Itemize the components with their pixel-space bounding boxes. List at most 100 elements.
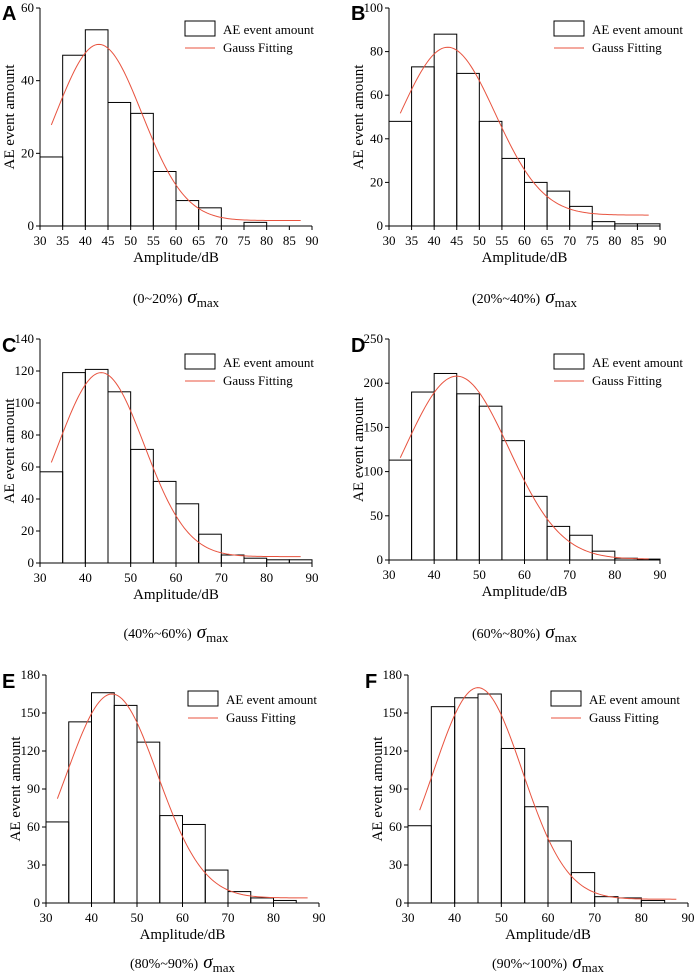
panel-a: A 0 20 40 60 30 35 40 45 50 55 60 65 70 75 80 85 90 Amplit… — [2, 0, 319, 310]
histogram-bar — [388, 459, 413, 561]
legend: AE event amount Gauss Fitting — [184, 353, 314, 388]
legend-label-histogram: AE event amount — [223, 22, 314, 37]
y-tick-label: 0 — [396, 895, 403, 910]
caption-sigma: σ — [197, 622, 207, 643]
x-tick-label: 30 — [383, 567, 396, 582]
y-tick-label: 120 — [21, 743, 41, 758]
histogram-bar — [456, 72, 480, 227]
histogram-bar — [288, 559, 313, 564]
x-tick-label: 45 — [102, 233, 115, 248]
y-tick-label: 250 — [364, 331, 384, 346]
y-tick-label: 30 — [27, 857, 40, 872]
caption-range: (80%~90%) — [130, 957, 199, 972]
histogram-bar — [546, 190, 571, 227]
x-tick-label: 90 — [682, 910, 695, 925]
histogram-bar — [411, 66, 435, 227]
y-tick-label: 90 — [27, 781, 40, 796]
legend-label-histogram: AE event amount — [592, 355, 683, 370]
histogram-bar — [524, 806, 549, 904]
histogram-bar — [107, 391, 132, 564]
x-tick-label: 60 — [518, 233, 531, 248]
legend-bar-swatch — [184, 20, 216, 37]
legend: AE event amount Gauss Fitting — [550, 690, 680, 725]
x-tick-label: 55 — [495, 233, 508, 248]
histogram-bar — [569, 534, 593, 561]
y-tick-label: 180 — [21, 667, 41, 682]
x-tick-label: 70 — [215, 233, 228, 248]
x-tick-label: 45 — [450, 233, 463, 248]
x-tick-label: 30 — [383, 233, 396, 248]
x-tick-label: 80 — [608, 233, 621, 248]
histogram-bar — [84, 368, 109, 564]
legend-bar-swatch — [553, 353, 585, 370]
y-axis-label: AE event amount — [2, 398, 18, 504]
y-tick-label: 0 — [28, 555, 35, 570]
y-tick-label: 40 — [21, 73, 34, 88]
legend-label-fit: Gauss Fitting — [226, 710, 296, 725]
panel-c: C 0 20 40 60 80 100 120 140 30 40 50 60 70 80 90 Amplitu… — [2, 331, 319, 645]
histogram-bar — [591, 221, 616, 227]
histogram-bar — [640, 899, 666, 904]
x-tick-label: 85 — [283, 233, 296, 248]
histogram-bar — [478, 120, 503, 227]
legend-label-fit: Gauss Fitting — [223, 40, 293, 55]
histogram-bar — [266, 559, 290, 564]
histogram-bar — [136, 741, 161, 904]
y-tick-label: 100 — [364, 0, 384, 15]
y-axis-label: AE event amount — [351, 64, 367, 170]
panel-letter: A — [2, 3, 16, 25]
y-tick-label: 0 — [28, 218, 35, 233]
x-tick-label: 80 — [635, 910, 648, 925]
histogram-bar — [407, 825, 432, 904]
y-tick-label: 150 — [383, 705, 403, 720]
y-tick-label: 40 — [21, 491, 34, 506]
histogram-bar — [113, 704, 138, 904]
histogram-bar — [39, 471, 64, 564]
histogram-bar — [636, 223, 661, 227]
panel-caption: (20%~40%) σmax — [472, 287, 577, 310]
x-tick-label: 80 — [260, 233, 273, 248]
gauss-fitting-curve — [399, 375, 649, 560]
legend-label-fit: Gauss Fitting — [592, 40, 662, 55]
panel-letter: F — [365, 671, 377, 693]
legend: AE event amount Gauss Fitting — [553, 353, 683, 388]
x-tick-label: 40 — [85, 910, 98, 925]
y-tick-label: 150 — [364, 419, 384, 434]
histogram-bar — [524, 495, 548, 561]
panel-caption: (60%~80%) σmax — [472, 622, 577, 645]
panel-caption: (90%~100%) σmax — [492, 952, 604, 975]
x-tick-label: 70 — [588, 910, 601, 925]
panel-caption: (0~20%) σmax — [133, 287, 220, 310]
x-tick-label: 30 — [402, 910, 415, 925]
histogram-bar — [175, 200, 200, 227]
y-tick-label: 60 — [21, 0, 34, 15]
histogram-bar — [501, 157, 525, 227]
x-tick-label: 60 — [170, 570, 183, 585]
x-tick-label: 30 — [34, 570, 47, 585]
x-tick-label: 30 — [40, 910, 53, 925]
legend-bar-swatch — [550, 690, 582, 707]
x-tick-label: 70 — [563, 567, 576, 582]
histogram-bar — [91, 692, 115, 904]
x-axis-label: Amplitude/dB — [133, 587, 219, 603]
caption-range: (40%~60%) — [124, 627, 193, 642]
y-tick-label: 100 — [364, 464, 384, 479]
x-tick-label: 70 — [563, 233, 576, 248]
histogram-bar — [636, 558, 661, 561]
gauss-fitting-curve — [56, 693, 308, 899]
legend-label-histogram: AE event amount — [592, 22, 683, 37]
histogram-bar — [430, 706, 456, 904]
histogram-bar — [433, 33, 458, 227]
caption-sigma: σ — [203, 952, 213, 973]
histogram-bar — [524, 181, 548, 227]
histogram-bar — [477, 693, 502, 904]
x-tick-label: 75 — [238, 233, 251, 248]
histogram-bar — [62, 372, 86, 564]
x-tick-label: 65 — [192, 233, 205, 248]
caption-range: (20%~40%) — [472, 292, 541, 307]
histogram-bar — [243, 557, 268, 564]
histogram-bar — [39, 156, 64, 227]
